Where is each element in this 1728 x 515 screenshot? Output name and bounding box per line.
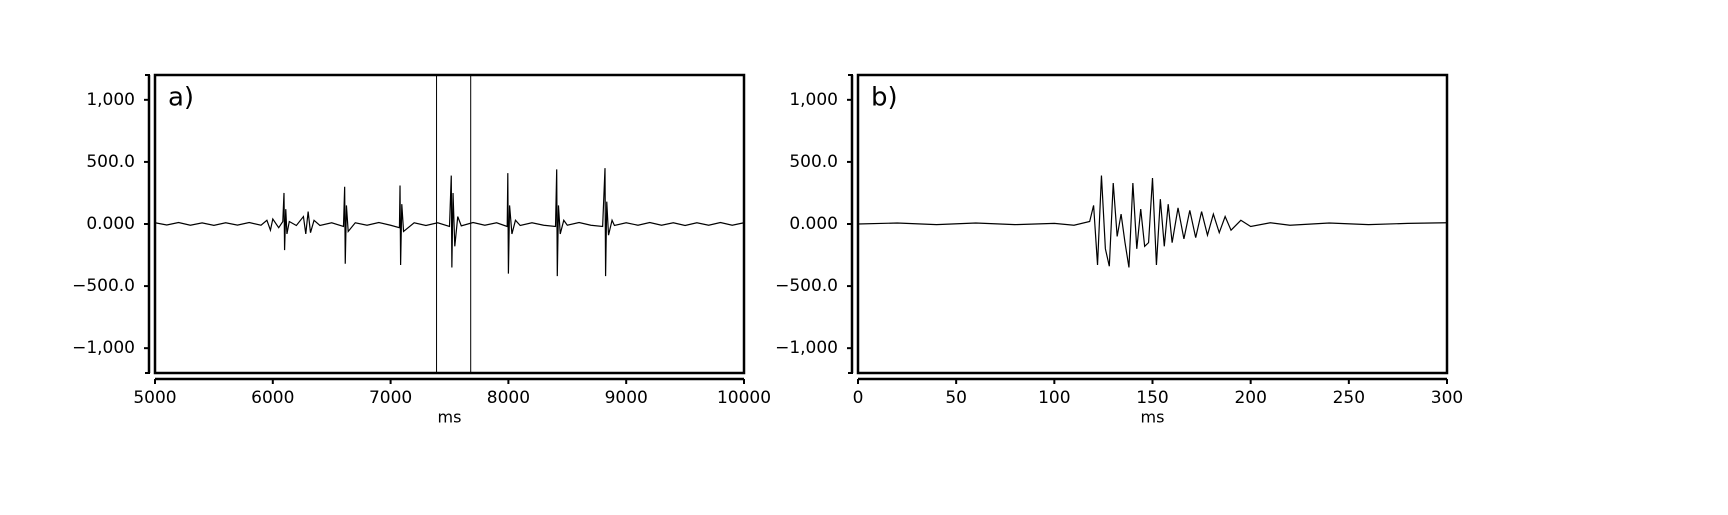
y-tick-label: 0.000 bbox=[789, 214, 838, 234]
plot-frame bbox=[153, 73, 746, 375]
y-tick-label: 0.000 bbox=[86, 214, 135, 234]
x-axis-label: ms bbox=[1141, 408, 1165, 427]
y-tick-label: 1,000 bbox=[86, 90, 135, 110]
x-tick-label: 7000 bbox=[369, 388, 412, 408]
x-tick-label: 200 bbox=[1234, 388, 1266, 408]
y-tick-label: −500.0 bbox=[775, 276, 838, 296]
x-tick-label: 300 bbox=[1431, 388, 1463, 408]
waveform bbox=[154, 168, 745, 277]
x-tick-label: 6000 bbox=[251, 388, 294, 408]
y-tick-label: 500.0 bbox=[789, 152, 838, 172]
y-tick-label: 1,000 bbox=[789, 90, 838, 110]
x-axis-label: ms bbox=[438, 408, 462, 427]
x-tick-label: 8000 bbox=[487, 388, 530, 408]
x-tick-label: 9000 bbox=[605, 388, 648, 408]
waveform bbox=[857, 175, 1448, 268]
y-tick-label: 500.0 bbox=[86, 152, 135, 172]
x-tick-label: 50 bbox=[945, 388, 967, 408]
x-tick-label: 5000 bbox=[133, 388, 176, 408]
y-tick-label: −500.0 bbox=[72, 276, 135, 296]
y-tick-label: −1,000 bbox=[72, 338, 135, 358]
panel-label: b) bbox=[871, 83, 898, 113]
x-tick-label: 0 bbox=[853, 388, 864, 408]
panel-label: a) bbox=[168, 83, 194, 113]
y-tick-label: −1,000 bbox=[775, 338, 838, 358]
x-tick-label: 100 bbox=[1038, 388, 1070, 408]
x-tick-label: 10000 bbox=[717, 388, 771, 408]
x-tick-label: 150 bbox=[1136, 388, 1168, 408]
x-tick-label: 250 bbox=[1333, 388, 1365, 408]
